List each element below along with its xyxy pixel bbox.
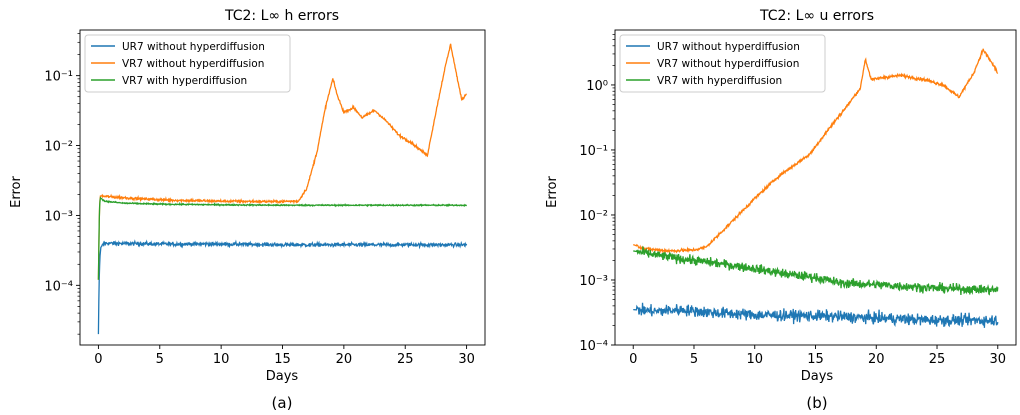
x-tick-label: 10 xyxy=(746,352,763,367)
x-tick-label: 10 xyxy=(213,352,230,367)
x-tick-label: 30 xyxy=(989,352,1006,367)
x-tick-label: 20 xyxy=(336,352,353,367)
y-tick-label: 10⁻¹ xyxy=(44,70,73,85)
legend-box xyxy=(84,34,291,93)
x-tick-label: 25 xyxy=(929,352,946,367)
x-tick-label: 15 xyxy=(274,352,291,367)
x-tick-label: 15 xyxy=(807,352,824,367)
legend-label: VR7 without hyperdiffusion xyxy=(657,58,799,70)
series-line xyxy=(97,239,468,335)
x-tick-label: 20 xyxy=(868,352,885,367)
x-tick-label: 0 xyxy=(629,352,637,367)
legend-box xyxy=(619,34,826,93)
legend-label: VR7 with hyperdiffusion xyxy=(657,75,782,87)
legend-label: UR7 without hyperdiffusion xyxy=(122,41,265,53)
y-axis-label: Error xyxy=(545,176,560,208)
y-tick-label: 10⁻⁴ xyxy=(44,279,73,294)
figure-caption: (b) xyxy=(806,394,827,412)
y-tick-label: 10⁻³ xyxy=(579,274,608,289)
x-tick-label: 5 xyxy=(690,352,698,367)
y-tick-label: 10⁻² xyxy=(579,209,608,224)
y-tick-label: 10⁻² xyxy=(44,140,73,155)
series-line xyxy=(633,246,999,296)
series-line xyxy=(97,43,467,280)
x-tick-label: 25 xyxy=(397,352,414,367)
y-tick-label: 10⁻⁴ xyxy=(579,339,608,354)
series-line xyxy=(97,196,468,280)
x-tick-label: 5 xyxy=(156,352,164,367)
y-tick-label: 10⁻³ xyxy=(44,209,73,224)
x-axis-label: Days xyxy=(266,369,299,384)
panel-h-errors: TC2: L∞ h errors Error Days (a) 0 5 10 15 20… xyxy=(9,8,486,412)
y-tick-label: 10⁻¹ xyxy=(579,144,608,159)
series-line xyxy=(633,302,999,328)
legend-label: VR7 without hyperdiffusion xyxy=(122,58,264,70)
panel-u-errors: TC2: L∞ u errors Error Days (b) 0 5 10 15 20… xyxy=(545,8,1017,412)
x-tick-label: 0 xyxy=(94,352,102,367)
figure-caption: (a) xyxy=(272,394,293,412)
y-tick-label: 10⁰ xyxy=(586,79,608,94)
chart-title: TC2: L∞ h errors xyxy=(224,8,339,24)
legend-label: VR7 with hyperdiffusion xyxy=(122,75,247,87)
y-axis-label: Error xyxy=(9,176,24,208)
chart-title: TC2: L∞ u errors xyxy=(759,8,874,24)
x-axis-label: Days xyxy=(801,369,834,384)
series-line xyxy=(633,48,999,255)
x-tick-label: 30 xyxy=(458,352,475,367)
legend-label: UR7 without hyperdiffusion xyxy=(657,41,800,53)
